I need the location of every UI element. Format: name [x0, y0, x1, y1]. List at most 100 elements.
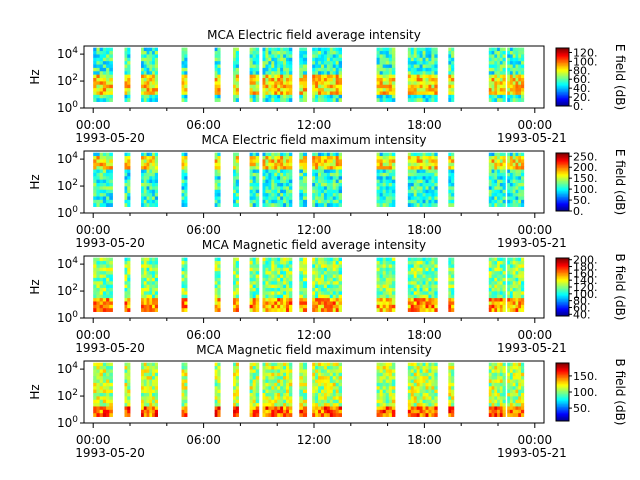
heatmap-cell: [146, 379, 150, 384]
heatmap-cell: [286, 274, 290, 279]
heatmap-cell: [265, 193, 269, 197]
heatmap-cell: [217, 267, 221, 272]
heatmap-cell: [299, 291, 304, 296]
heatmap-cell: [149, 271, 153, 275]
heatmap-cell: [391, 396, 396, 401]
heatmap-cell: [181, 162, 185, 167]
heatmap-cell: [249, 264, 254, 269]
heatmap-cell: [335, 51, 340, 55]
heatmap-cell: [499, 176, 503, 181]
heatmap-cell: [262, 176, 266, 181]
heatmap-cell: [286, 166, 290, 170]
heatmap-cell: [233, 267, 237, 272]
heatmap-cell: [422, 169, 426, 174]
heatmap-cell: [184, 61, 188, 65]
heatmap-cell: [217, 78, 221, 82]
heatmap-cell: [312, 94, 316, 99]
heatmap-cell: [428, 372, 432, 377]
heatmap-cell: [379, 304, 384, 309]
heatmap-cell: [106, 94, 110, 99]
heatmap-cell: [338, 257, 342, 262]
heatmap-cell: [214, 291, 218, 296]
heatmap-cell: [425, 172, 429, 177]
heatmap-cell: [288, 379, 293, 384]
heatmap-cell: [338, 166, 342, 170]
heatmap-cell: [283, 71, 287, 76]
heatmap-cell: [312, 189, 316, 194]
heatmap-cell: [277, 193, 281, 197]
heatmap-cell: [315, 81, 319, 86]
heatmap-cell: [379, 372, 384, 377]
heatmap-cell: [388, 179, 393, 184]
heatmap-cell: [318, 386, 322, 391]
heatmap-cell: [288, 308, 293, 312]
heatmap-cell: [431, 261, 435, 265]
heatmap-cell: [93, 186, 97, 191]
heatmap-cell: [512, 264, 516, 269]
heatmap-cell: [184, 88, 188, 92]
heatmap-cell: [102, 274, 107, 279]
heatmap-cell: [318, 196, 322, 201]
heatmap-cell: [235, 288, 239, 292]
heatmap-cell: [93, 196, 97, 201]
heatmap-cell: [181, 298, 185, 302]
heatmap-cell: [288, 257, 293, 262]
heatmap-cell: [335, 372, 340, 377]
heatmap-cell: [318, 186, 322, 191]
heatmap-cell: [96, 294, 101, 299]
heatmap-cell: [376, 406, 381, 411]
heatmap-cell: [521, 81, 525, 86]
heatmap-cell: [335, 298, 340, 302]
y-tick-label: 104: [57, 46, 78, 61]
heatmap-cell: [518, 91, 522, 96]
heatmap-cell: [154, 274, 158, 279]
heatmap-cell: [315, 196, 319, 201]
heatmap-cell: [102, 94, 107, 99]
heatmap-cell: [96, 71, 101, 76]
heatmap-cell: [507, 362, 511, 367]
heatmap-cell: [141, 369, 145, 374]
heatmap-cell: [315, 257, 319, 262]
heatmap-cell: [252, 277, 257, 282]
heatmap-cell: [497, 301, 501, 306]
heatmap-cell: [283, 389, 287, 394]
heatmap-cell: [515, 176, 519, 181]
heatmap-cell: [154, 81, 158, 86]
heatmap-cell: [320, 399, 325, 404]
heatmap-cell: [385, 166, 390, 170]
heatmap-cell: [329, 298, 334, 302]
heatmap-cell: [299, 413, 304, 417]
heatmap-cell: [274, 98, 278, 102]
heatmap-cell: [318, 94, 322, 99]
heatmap-cell: [425, 203, 429, 207]
heatmap-cell: [106, 291, 110, 296]
heatmap-cell: [152, 274, 156, 279]
heatmap-cell: [312, 376, 316, 380]
heatmap-cell: [154, 159, 158, 164]
heatmap-cell: [502, 386, 506, 391]
heatmap-cell: [379, 51, 384, 55]
colorbar-tick-label: 80.: [573, 295, 591, 308]
heatmap-cell: [141, 162, 145, 167]
heatmap-cell: [271, 67, 275, 72]
heatmap-cell: [265, 308, 269, 312]
heatmap-cell: [302, 156, 308, 160]
y-tick-label: 102: [57, 73, 78, 88]
heatmap-cell: [499, 199, 503, 204]
heatmap-cell: [499, 74, 503, 79]
heatmap-cell: [451, 199, 455, 204]
heatmap-cell: [233, 162, 237, 167]
heatmap-cell: [235, 78, 239, 82]
heatmap-cell: [385, 179, 390, 184]
heatmap-cell: [312, 261, 316, 265]
heatmap-cell: [413, 261, 418, 265]
heatmap-cell: [382, 294, 387, 299]
heatmap-cell: [315, 61, 319, 65]
heatmap-cell: [96, 159, 101, 164]
heatmap-cell: [507, 403, 511, 407]
heatmap-cell: [181, 386, 185, 391]
heatmap-cell: [315, 98, 319, 102]
heatmap-cell: [252, 271, 257, 275]
heatmap-cell: [518, 304, 522, 309]
heatmap-cell: [146, 261, 150, 265]
